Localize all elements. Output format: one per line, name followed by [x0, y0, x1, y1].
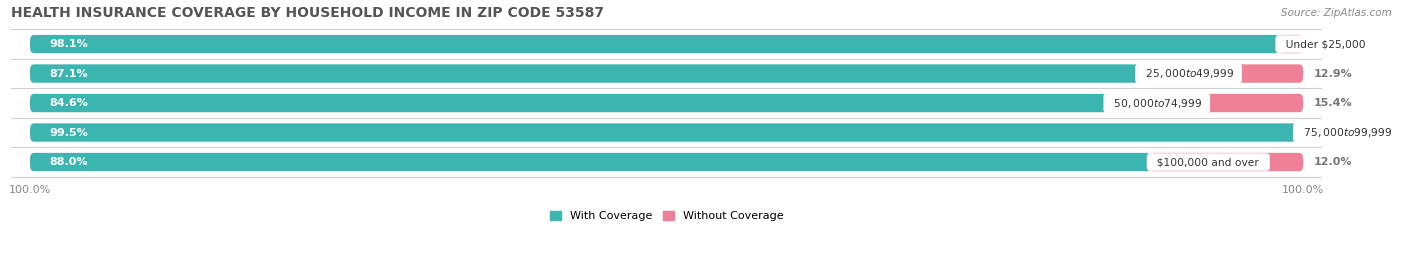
Text: HEALTH INSURANCE COVERAGE BY HOUSEHOLD INCOME IN ZIP CODE 53587: HEALTH INSURANCE COVERAGE BY HOUSEHOLD I… [11, 6, 603, 20]
Text: Under $25,000: Under $25,000 [1279, 39, 1372, 49]
Text: $50,000 to $74,999: $50,000 to $74,999 [1107, 97, 1206, 109]
Text: 84.6%: 84.6% [49, 98, 89, 108]
FancyBboxPatch shape [30, 153, 1150, 171]
FancyBboxPatch shape [30, 94, 1303, 112]
FancyBboxPatch shape [30, 35, 1303, 53]
Text: 98.1%: 98.1% [49, 39, 87, 49]
Text: $100,000 and over: $100,000 and over [1150, 157, 1265, 167]
Text: $75,000 to $99,999: $75,000 to $99,999 [1296, 126, 1396, 139]
FancyBboxPatch shape [1107, 94, 1303, 112]
Legend: With Coverage, Without Coverage: With Coverage, Without Coverage [546, 206, 789, 226]
FancyBboxPatch shape [1296, 123, 1303, 142]
Text: 87.1%: 87.1% [49, 69, 87, 79]
Text: 15.4%: 15.4% [1313, 98, 1353, 108]
FancyBboxPatch shape [30, 64, 1139, 83]
FancyBboxPatch shape [30, 35, 1279, 53]
Text: Source: ZipAtlas.com: Source: ZipAtlas.com [1281, 8, 1392, 18]
Text: 88.0%: 88.0% [49, 157, 87, 167]
Text: 12.9%: 12.9% [1313, 69, 1353, 79]
FancyBboxPatch shape [30, 123, 1296, 142]
FancyBboxPatch shape [30, 94, 1107, 112]
FancyBboxPatch shape [1150, 153, 1303, 171]
Text: 0.5%: 0.5% [1313, 128, 1344, 137]
FancyBboxPatch shape [30, 64, 1303, 83]
FancyBboxPatch shape [30, 153, 1303, 171]
FancyBboxPatch shape [1139, 64, 1303, 83]
Text: 99.5%: 99.5% [49, 128, 87, 137]
Text: 12.0%: 12.0% [1313, 157, 1353, 167]
Text: $25,000 to $49,999: $25,000 to $49,999 [1139, 67, 1239, 80]
FancyBboxPatch shape [1279, 35, 1303, 53]
FancyBboxPatch shape [30, 123, 1303, 142]
Text: 1.9%: 1.9% [1313, 39, 1344, 49]
